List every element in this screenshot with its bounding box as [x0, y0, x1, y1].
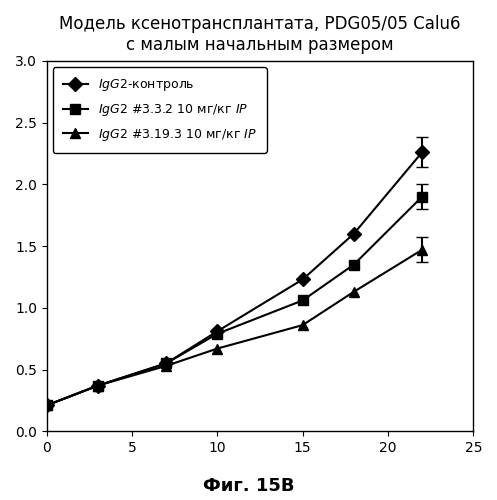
Text: Фиг. 15В: Фиг. 15В — [203, 477, 294, 495]
Legend: $\mathit{IgG2}$-контроль, $\mathit{IgG2}$ #3.3.2 10 мг/кг $\mathit{IP}$, $\mathi: $\mathit{IgG2}$-контроль, $\mathit{IgG2}… — [53, 67, 267, 152]
Title: Модель ксенотрансплантата, PDG05/05 Calu6
с малым начальным размером: Модель ксенотрансплантата, PDG05/05 Calu… — [59, 15, 461, 54]
